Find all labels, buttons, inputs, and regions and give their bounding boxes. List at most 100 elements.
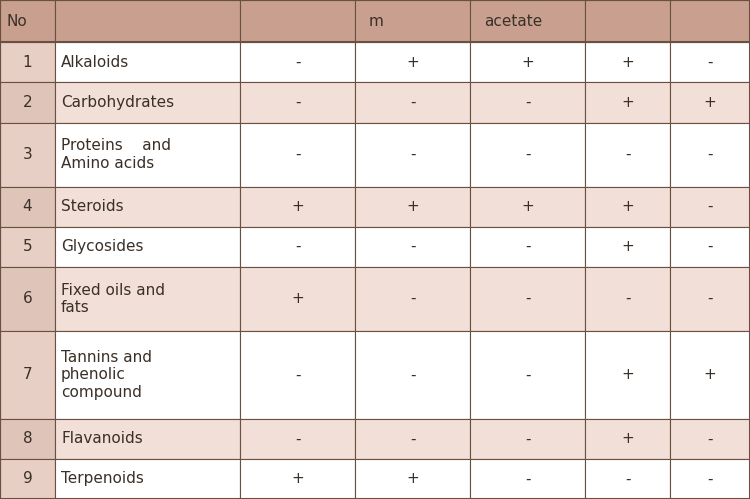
Bar <box>585 266 670 331</box>
Bar <box>585 187 670 227</box>
Text: 5: 5 <box>22 239 32 254</box>
Text: +: + <box>704 95 716 110</box>
Text: -: - <box>525 432 530 447</box>
Bar <box>355 227 470 266</box>
Bar <box>670 42 750 82</box>
Bar <box>240 82 355 123</box>
Bar <box>0 42 55 82</box>
Bar <box>55 123 240 187</box>
Text: Flavanoids: Flavanoids <box>61 432 142 447</box>
Text: -: - <box>295 55 300 70</box>
Text: +: + <box>291 199 304 214</box>
Bar <box>470 331 585 419</box>
Bar <box>55 331 240 419</box>
Text: -: - <box>525 291 530 306</box>
Text: 7: 7 <box>22 367 32 382</box>
Text: +: + <box>521 55 534 70</box>
Text: 8: 8 <box>22 432 32 447</box>
Bar <box>470 82 585 123</box>
Bar <box>55 266 240 331</box>
Text: +: + <box>621 95 634 110</box>
Text: +: + <box>621 432 634 447</box>
Text: -: - <box>525 367 530 382</box>
Bar <box>0 0 55 42</box>
Bar <box>470 419 585 459</box>
Text: -: - <box>295 147 300 162</box>
Bar <box>670 266 750 331</box>
Bar <box>0 331 55 419</box>
Bar <box>355 331 470 419</box>
Text: -: - <box>295 432 300 447</box>
Bar <box>0 187 55 227</box>
Text: acetate: acetate <box>484 13 542 29</box>
Text: Alkaloids: Alkaloids <box>61 55 129 70</box>
Bar <box>355 0 470 42</box>
Bar <box>355 459 470 499</box>
Bar <box>240 0 355 42</box>
Bar <box>240 123 355 187</box>
Text: 4: 4 <box>22 199 32 214</box>
Bar <box>55 187 240 227</box>
Bar <box>0 459 55 499</box>
Bar <box>670 187 750 227</box>
Text: -: - <box>295 95 300 110</box>
Text: Proteins    and
Amino acids: Proteins and Amino acids <box>61 138 171 171</box>
Bar <box>470 227 585 266</box>
Text: +: + <box>704 367 716 382</box>
Bar <box>585 227 670 266</box>
Bar <box>240 187 355 227</box>
Text: -: - <box>295 367 300 382</box>
Text: -: - <box>295 239 300 254</box>
Bar <box>585 331 670 419</box>
Text: 9: 9 <box>22 472 32 487</box>
Bar <box>355 42 470 82</box>
Text: Tannins and
phenolic
compound: Tannins and phenolic compound <box>61 350 152 400</box>
Bar <box>670 419 750 459</box>
Bar <box>55 419 240 459</box>
Bar <box>470 187 585 227</box>
Text: -: - <box>410 147 416 162</box>
Text: -: - <box>707 472 712 487</box>
Text: Carbohydrates: Carbohydrates <box>61 95 174 110</box>
Bar <box>55 42 240 82</box>
Text: -: - <box>410 367 416 382</box>
Text: Glycosides: Glycosides <box>61 239 143 254</box>
Text: +: + <box>406 55 419 70</box>
Text: +: + <box>291 291 304 306</box>
Text: -: - <box>707 55 712 70</box>
Text: -: - <box>525 472 530 487</box>
Text: -: - <box>707 239 712 254</box>
Bar <box>55 82 240 123</box>
Bar <box>240 331 355 419</box>
Bar <box>55 459 240 499</box>
Bar <box>0 123 55 187</box>
Text: Fixed oils and
fats: Fixed oils and fats <box>61 282 165 315</box>
Bar <box>585 459 670 499</box>
Bar <box>355 266 470 331</box>
Bar <box>55 227 240 266</box>
Bar <box>0 227 55 266</box>
Bar <box>355 82 470 123</box>
Bar <box>670 331 750 419</box>
Text: +: + <box>621 239 634 254</box>
Bar <box>0 266 55 331</box>
Text: -: - <box>410 432 416 447</box>
Text: -: - <box>625 472 630 487</box>
Bar <box>670 82 750 123</box>
Text: -: - <box>525 239 530 254</box>
Text: +: + <box>291 472 304 487</box>
Text: -: - <box>625 291 630 306</box>
Text: -: - <box>707 147 712 162</box>
Bar <box>470 266 585 331</box>
Bar <box>585 82 670 123</box>
Bar <box>240 419 355 459</box>
Bar <box>585 419 670 459</box>
Text: -: - <box>625 147 630 162</box>
Text: +: + <box>621 367 634 382</box>
Bar <box>670 227 750 266</box>
Text: 1: 1 <box>22 55 32 70</box>
Bar <box>355 419 470 459</box>
Bar <box>240 459 355 499</box>
Text: +: + <box>406 472 419 487</box>
Text: +: + <box>521 199 534 214</box>
